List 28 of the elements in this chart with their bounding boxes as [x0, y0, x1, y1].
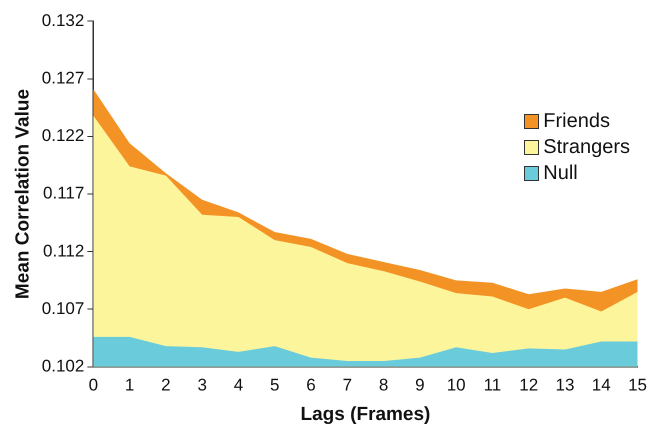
x-tick-label: 14	[592, 376, 611, 395]
x-tick-label: 11	[484, 376, 502, 395]
x-tick-label: 1	[124, 376, 134, 395]
x-tick-label: 6	[306, 376, 316, 395]
y-axis-title: Mean Correlation Value	[12, 88, 34, 300]
x-tick-label: 15	[628, 376, 648, 395]
y-tick-label: 0.132	[42, 10, 84, 30]
x-axis-title: Lags (Frames)	[300, 404, 430, 425]
y-tick-label: 0.102	[42, 356, 84, 376]
legend-label: Strangers	[543, 135, 630, 160]
x-tick-label: 4	[234, 376, 244, 395]
y-tick-label: 0.107	[42, 298, 84, 318]
x-tick-label: 5	[270, 376, 280, 395]
y-tick-label: 0.117	[43, 184, 84, 203]
x-tick-label: 2	[161, 376, 171, 395]
legend-label: Null	[543, 161, 578, 186]
x-tick-label: 0	[88, 376, 98, 395]
x-tick-label: 3	[197, 376, 207, 395]
x-tick-label: 10	[446, 376, 466, 395]
x-tick-label: 12	[519, 376, 538, 395]
legend-label: Friends	[543, 109, 610, 134]
x-tick-label: 8	[378, 376, 388, 395]
y-tick-label: 0.122	[42, 126, 84, 146]
x-tick-label: 9	[415, 376, 425, 395]
x-tick-label: 7	[342, 376, 352, 395]
y-tick-label: 0.112	[43, 241, 84, 260]
x-tick-label: 13	[556, 376, 574, 395]
y-tick-label: 0.127	[42, 68, 84, 88]
